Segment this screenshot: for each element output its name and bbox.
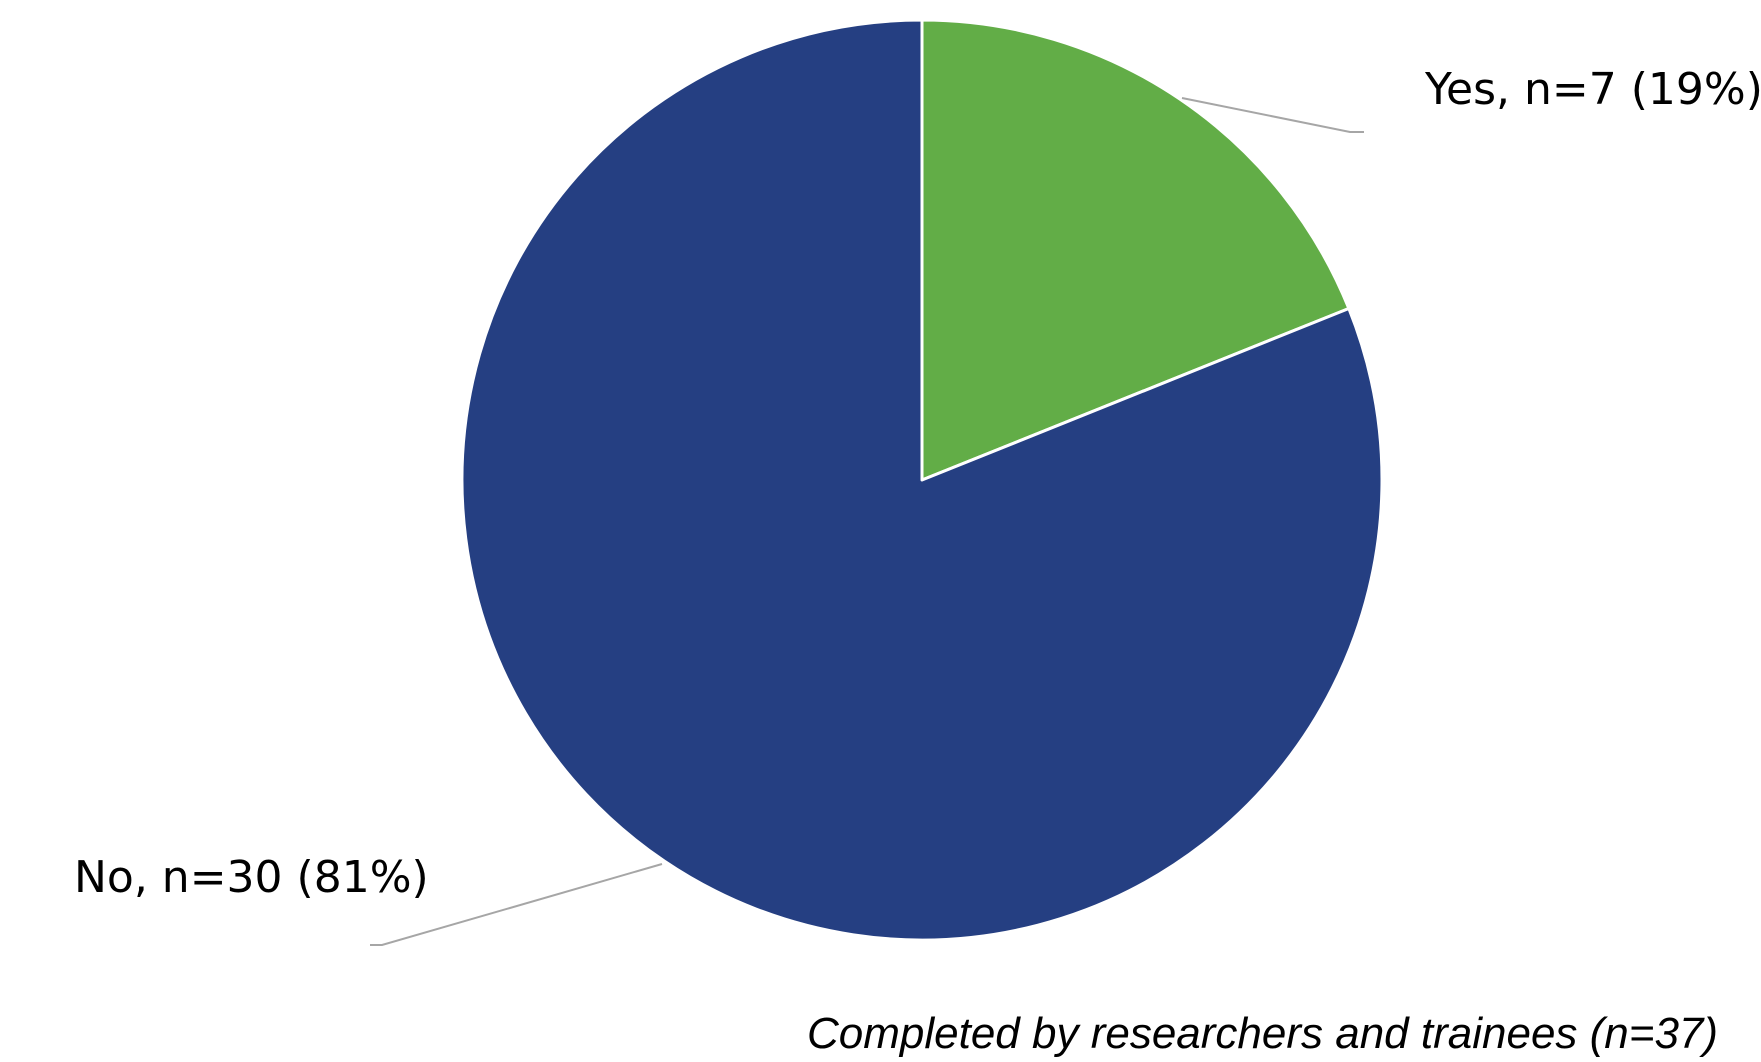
pie-slice-yes — [920, 18, 1351, 482]
leader-line-yes — [1181, 97, 1364, 133]
leader-line-no — [370, 863, 663, 946]
footnote: Completed by researchers and trainees (n… — [807, 1009, 1718, 1058]
data-label-no: No, n=30 (81%) — [74, 852, 429, 903]
pie-slice-no — [460, 18, 1384, 942]
leader-lines — [370, 97, 1364, 946]
data-labels: Yes, n=7 (19%) No, n=30 (81%) — [74, 64, 1761, 903]
data-label-yes: Yes, n=7 (19%) — [1424, 64, 1761, 115]
slices — [460, 18, 1384, 942]
